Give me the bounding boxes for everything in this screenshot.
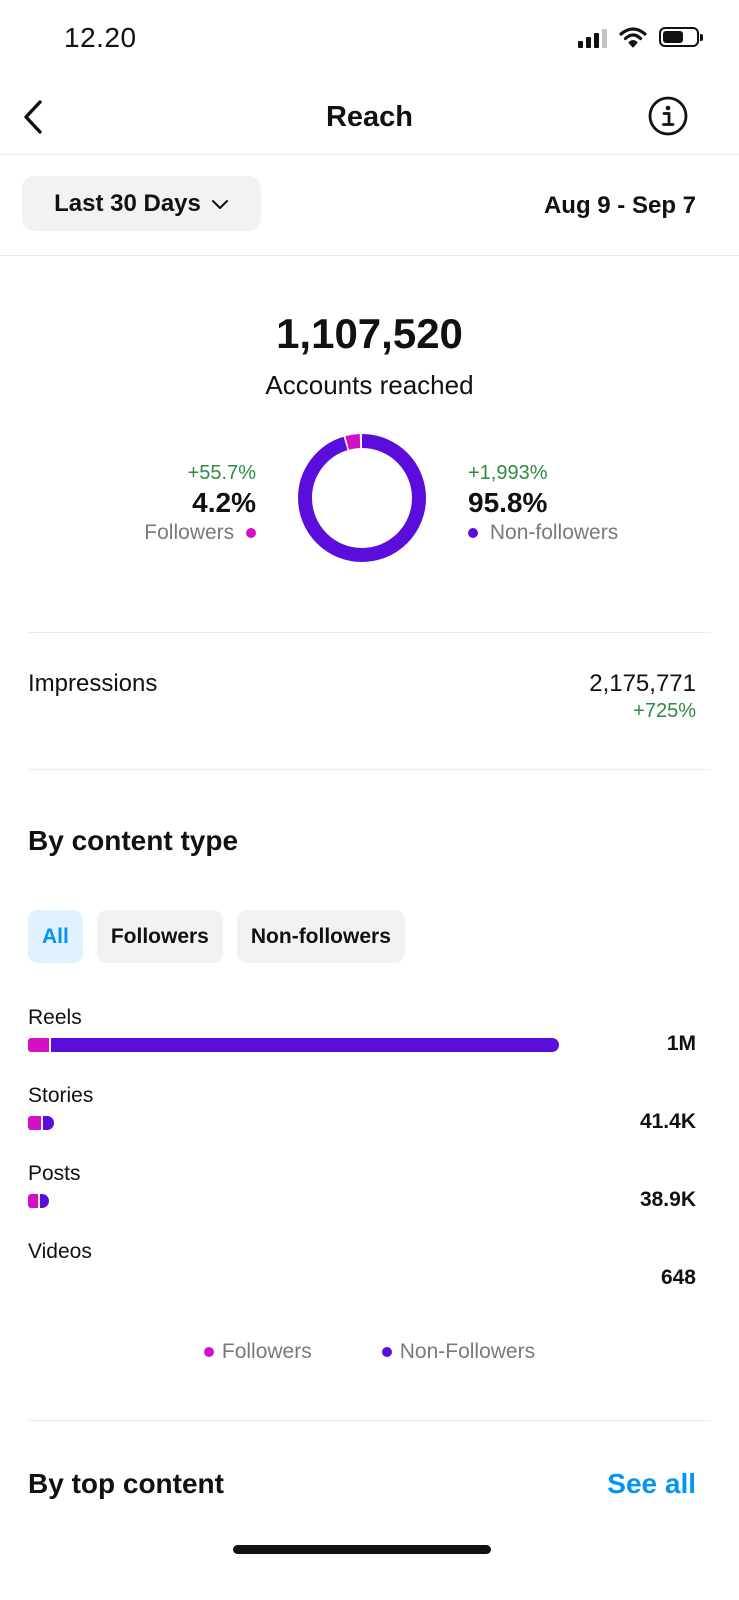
top-content-title: By top content xyxy=(28,1468,224,1499)
date-range-dropdown[interactable]: Last 30 Days xyxy=(22,176,261,231)
stories-value: 41.4K xyxy=(639,1110,696,1133)
signal-icon xyxy=(578,26,607,48)
content-type-legend: Followers Non-Followers xyxy=(0,1340,739,1364)
battery-icon xyxy=(659,27,703,47)
legend-followers: Followers xyxy=(203,1340,312,1364)
reels-label: Reels xyxy=(28,1006,82,1029)
non-followers-change: +1,993% xyxy=(468,462,548,484)
content-type-divider xyxy=(28,1420,711,1421)
posts-bar xyxy=(28,1194,559,1208)
reels-value: 1M xyxy=(666,1032,696,1055)
videos-bar xyxy=(28,1272,559,1286)
followers-change: +55.7% xyxy=(187,462,256,484)
non-followers-dot xyxy=(468,528,478,539)
accounts-reached-value: 1,107,520 xyxy=(276,310,463,357)
filter-divider xyxy=(0,255,739,256)
impressions-value: 2,175,771 xyxy=(589,670,696,697)
impressions-divider xyxy=(28,769,711,770)
chevron-left-icon xyxy=(24,100,42,134)
followers-label: Followers xyxy=(144,521,235,544)
status-icons xyxy=(578,26,703,48)
reels-bar xyxy=(28,1038,559,1052)
status-time: 12.20 xyxy=(64,22,137,53)
stories-followers-segment xyxy=(28,1116,41,1130)
header-divider xyxy=(0,154,739,155)
reach-donut-chart xyxy=(298,434,426,562)
followers-stat: +55.7% 4.2% Followers xyxy=(144,458,256,548)
summary-divider xyxy=(28,632,711,633)
info-icon xyxy=(648,96,688,136)
page-title: Reach xyxy=(325,101,414,133)
posts-value: 38.9K xyxy=(639,1188,696,1211)
home-indicator xyxy=(233,1545,491,1554)
posts-non-followers-segment xyxy=(40,1194,49,1208)
donut-non-followers-arc xyxy=(298,434,426,562)
wifi-icon xyxy=(619,27,647,48)
back-button[interactable] xyxy=(18,96,54,138)
videos-label: Videos xyxy=(28,1240,92,1263)
tab-non-followers[interactable]: Non-followers xyxy=(236,910,405,963)
reels-non-followers-segment xyxy=(50,1038,559,1052)
impressions-change: +725% xyxy=(633,700,696,722)
tab-all[interactable]: All xyxy=(28,910,83,963)
posts-followers-segment xyxy=(28,1194,38,1208)
accounts-reached-label: Accounts reached xyxy=(265,370,474,400)
content-type-title: By content type xyxy=(28,825,239,856)
date-range-dropdown-label: Last 30 Days xyxy=(54,189,201,217)
content-type-tabs: All Followers Non-followers xyxy=(28,910,405,963)
legend-non-followers-label: Non-Followers xyxy=(399,1340,536,1363)
info-button[interactable] xyxy=(648,96,688,136)
stories-non-followers-segment xyxy=(43,1116,54,1130)
impressions-label: Impressions xyxy=(28,670,158,697)
non-followers-stat: +1,993% 95.8% Non-followers xyxy=(468,458,618,548)
non-followers-percent: 95.8% xyxy=(468,487,548,518)
see-all-link[interactable]: See all xyxy=(607,1468,696,1499)
legend-non-followers: Non-Followers xyxy=(381,1340,536,1364)
legend-followers-label: Followers xyxy=(221,1340,312,1363)
legend-followers-dot xyxy=(203,1347,214,1357)
followers-dot xyxy=(246,528,256,539)
tab-followers[interactable]: Followers xyxy=(96,910,223,963)
chevron-down-icon xyxy=(211,199,228,209)
stories-bar xyxy=(28,1116,559,1130)
reels-followers-segment xyxy=(28,1038,49,1052)
stories-label: Stories xyxy=(28,1084,94,1107)
followers-percent: 4.2% xyxy=(192,487,256,518)
videos-value: 648 xyxy=(660,1266,696,1289)
date-range-text: Aug 9 - Sep 7 xyxy=(543,192,696,219)
donut-followers-arc xyxy=(298,434,426,562)
legend-non-followers-dot xyxy=(381,1347,392,1357)
non-followers-label: Non-followers xyxy=(489,521,619,544)
posts-label: Posts xyxy=(28,1162,81,1185)
